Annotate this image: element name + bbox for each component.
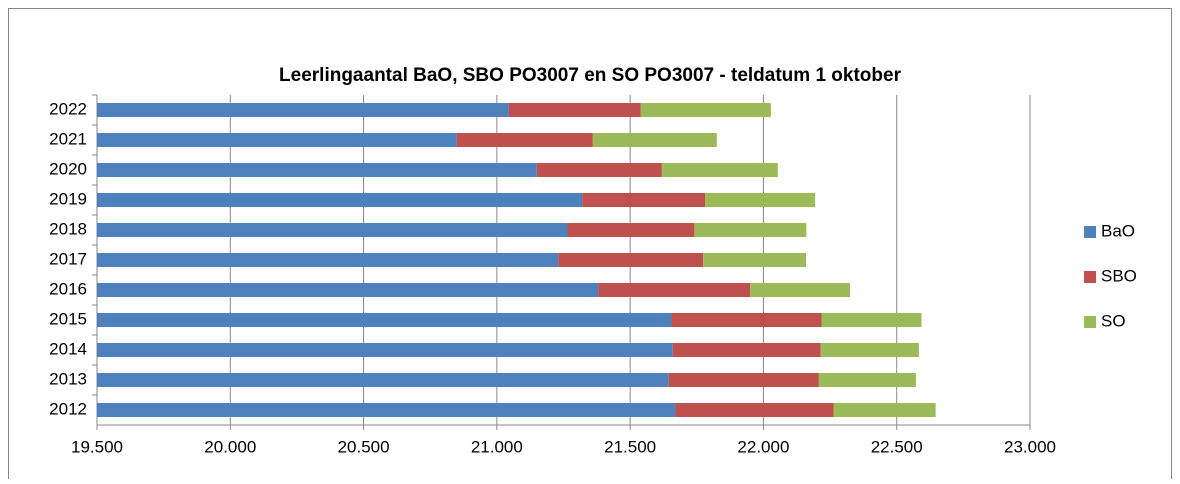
bar-segment xyxy=(703,253,807,267)
y-tick-label: 2018 xyxy=(49,219,87,238)
bar-segment xyxy=(818,373,916,387)
y-tick-label: 2014 xyxy=(49,339,87,358)
x-tick-label: 19.500 xyxy=(71,437,123,456)
x-tick-label: 20.000 xyxy=(204,437,256,456)
x-tick-label: 21.000 xyxy=(471,437,523,456)
bar-segment xyxy=(97,283,599,297)
bar-segment xyxy=(672,343,821,357)
bar-segment xyxy=(671,313,822,327)
bar-segment xyxy=(97,133,457,147)
bar-segment xyxy=(833,403,936,417)
y-tick-label: 2022 xyxy=(49,99,87,118)
y-tick-label: 2021 xyxy=(49,129,87,148)
bar-segment xyxy=(820,343,919,357)
y-tick-label: 2020 xyxy=(49,159,87,178)
bar-segment xyxy=(456,133,593,147)
y-tick-label: 2015 xyxy=(49,309,87,328)
bar-segment xyxy=(97,163,537,177)
bar-segment xyxy=(668,373,819,387)
y-tick-label: 2019 xyxy=(49,189,87,208)
bar-segment xyxy=(675,403,834,417)
bar-segment xyxy=(97,403,676,417)
bar-segment xyxy=(694,223,807,237)
y-tick-label: 2012 xyxy=(49,399,87,418)
bar-segment xyxy=(661,163,778,177)
bar-segment xyxy=(558,253,704,267)
bar-segment xyxy=(508,103,641,117)
bar-segment xyxy=(97,343,673,357)
bar-segment xyxy=(97,253,559,267)
bar-segment xyxy=(750,283,851,297)
x-tick-label: 22.500 xyxy=(871,437,923,456)
bar-segment xyxy=(598,283,751,297)
bar-segment xyxy=(582,193,706,207)
y-tick-label: 2016 xyxy=(49,279,87,298)
bar-segment xyxy=(592,133,717,147)
bar-segment xyxy=(640,103,771,117)
legend-label: SO xyxy=(1101,311,1126,330)
bar-segment xyxy=(97,223,568,237)
bar-segment xyxy=(705,193,816,207)
bar-segment xyxy=(567,223,695,237)
legend-swatch xyxy=(1084,316,1096,328)
legend-label: BaO xyxy=(1101,221,1135,240)
bar-segment xyxy=(536,163,662,177)
chart-title: Leerlingaantal BaO, SBO PO3007 en SO PO3… xyxy=(279,65,902,86)
bar-segment xyxy=(97,103,509,117)
x-tick-label: 22.000 xyxy=(737,437,789,456)
y-tick-label: 2017 xyxy=(49,249,87,268)
x-tick-label: 23.000 xyxy=(1004,437,1056,456)
bar-segment xyxy=(97,373,669,387)
y-tick-label: 2013 xyxy=(49,369,87,388)
legend-swatch xyxy=(1084,226,1096,238)
bar-segment xyxy=(821,313,922,327)
bar-segment xyxy=(97,313,672,327)
x-tick-label: 20.500 xyxy=(338,437,390,456)
legend-swatch xyxy=(1084,271,1096,283)
bar-segment xyxy=(97,193,583,207)
x-tick-label: 21.500 xyxy=(604,437,656,456)
legend-label: SBO xyxy=(1101,266,1137,285)
